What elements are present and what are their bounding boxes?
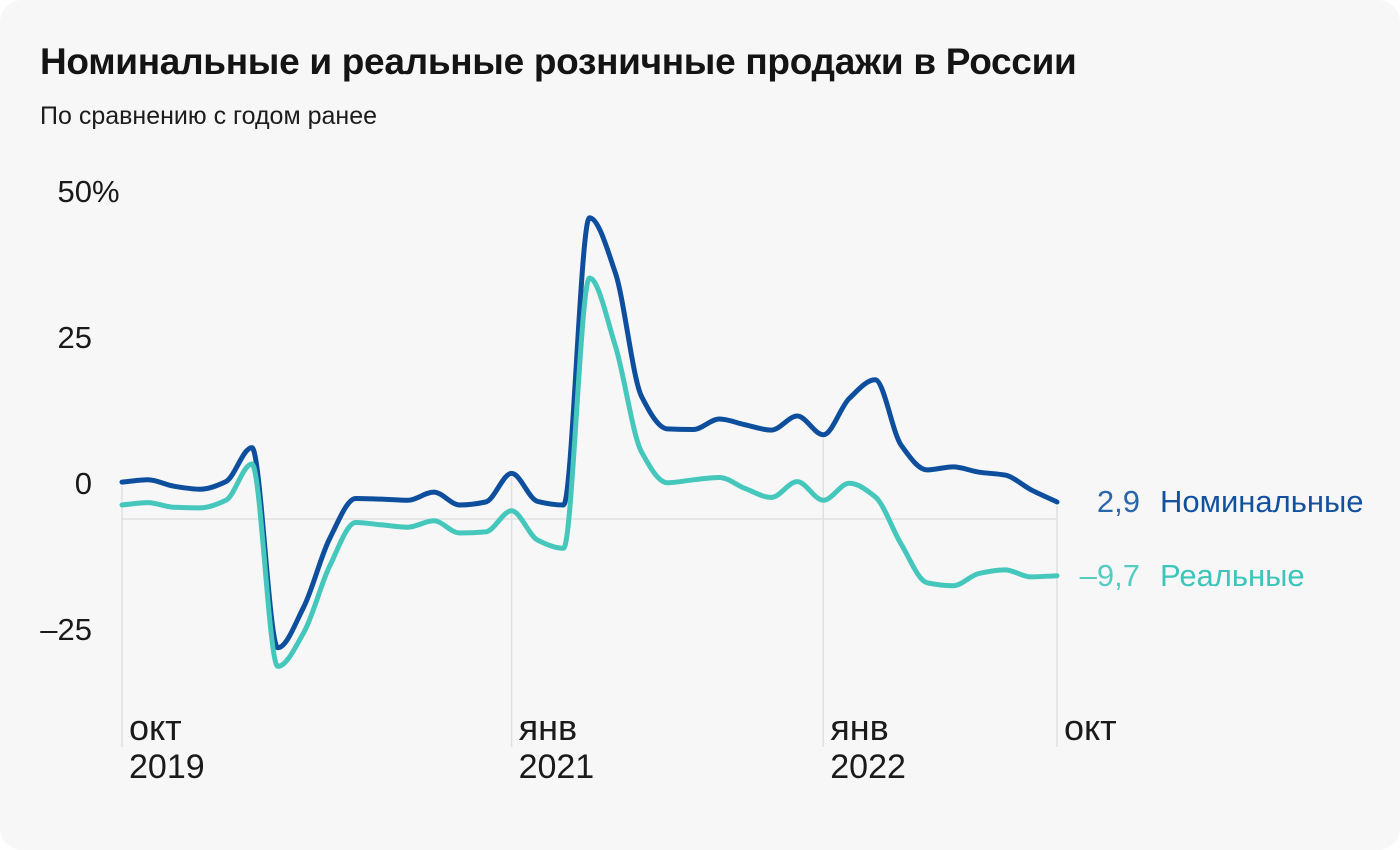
real-series-label: Реальные bbox=[1160, 558, 1305, 593]
x-axis-year-label: 2019 bbox=[129, 748, 205, 786]
x-axis-year-label: 2022 bbox=[830, 748, 906, 786]
chart-subtitle: По сравнению с годом ранее bbox=[40, 102, 377, 130]
y-axis-label-value: 50 bbox=[57, 173, 92, 209]
y-axis-label-value: 25 bbox=[57, 319, 92, 355]
nominal-series-label: Номинальные bbox=[1160, 484, 1364, 519]
nominal-end-value: 2,9 bbox=[1096, 484, 1140, 519]
y-axis-label: –25 bbox=[0, 612, 92, 648]
y-axis-unit-suffix: % bbox=[92, 173, 120, 209]
x-axis-month-label: окт bbox=[1064, 707, 1117, 748]
x-axis-year-label: 2021 bbox=[518, 748, 595, 786]
nominal-series-line bbox=[119, 215, 1060, 651]
real-series-line bbox=[119, 275, 1060, 669]
x-axis-month-label: янв bbox=[518, 707, 578, 748]
y-axis-label: 50% bbox=[0, 173, 120, 210]
y-axis-label-value: 0 bbox=[74, 466, 92, 501]
y-axis-label: 25 bbox=[0, 320, 92, 356]
x-axis-month-label: янв bbox=[830, 707, 889, 748]
real-end-value: –9,7 bbox=[1079, 558, 1140, 593]
y-axis-label: 0 bbox=[0, 466, 92, 502]
chart-title: Номинальные и реальные розничные продажи… bbox=[40, 41, 1077, 82]
y-axis-label-value: –25 bbox=[40, 612, 92, 648]
x-axis-month-label: окт bbox=[129, 707, 182, 748]
